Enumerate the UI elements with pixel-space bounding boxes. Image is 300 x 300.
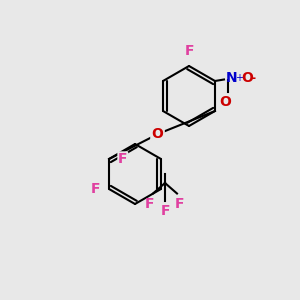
Text: O: O	[152, 127, 164, 140]
Text: F: F	[175, 196, 185, 211]
Text: F: F	[184, 44, 194, 58]
Text: N: N	[226, 71, 237, 85]
Text: F: F	[160, 204, 170, 218]
Text: F: F	[118, 152, 128, 166]
Text: O: O	[241, 71, 253, 85]
Text: F: F	[91, 182, 100, 196]
Text: +: +	[235, 73, 243, 83]
Text: -: -	[251, 71, 256, 85]
Text: F: F	[145, 196, 155, 211]
Text: O: O	[220, 94, 231, 109]
